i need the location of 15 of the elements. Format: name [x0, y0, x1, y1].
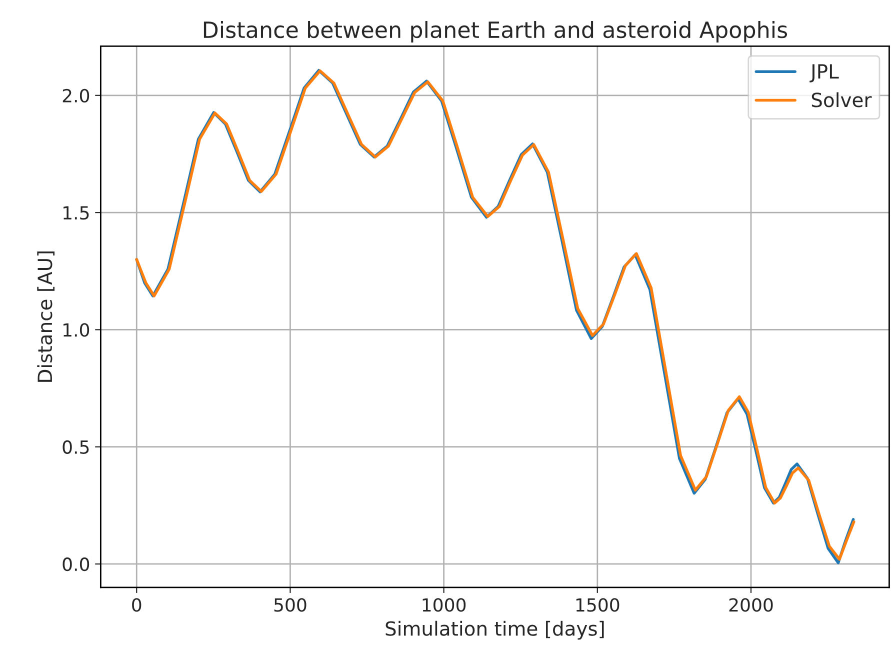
y-tick-label: 0.5: [62, 440, 89, 454]
x-tick-label: 2000: [729, 598, 773, 612]
legend-label: JPL: [810, 64, 839, 82]
y-tick-label: 1.5: [64, 206, 89, 220]
y-tick-label: 2.0: [62, 88, 90, 103]
chart-title: Distance between planet Earth and asteroid Apophis: [204, 20, 788, 42]
y-tick-label: 0.0: [62, 557, 90, 572]
x-tick-label: 500: [274, 598, 306, 612]
legend-label: Solver: [812, 92, 872, 108]
y-tick-label: 1.0: [64, 323, 90, 337]
x-tick-label: 1500: [576, 598, 620, 612]
x-tick-label: 1000: [422, 598, 466, 612]
x-axis-title: Simulation time [days]: [386, 620, 604, 640]
x-tick-label: 0: [132, 598, 142, 612]
y-axis-title: Distance [AU]: [37, 252, 55, 382]
